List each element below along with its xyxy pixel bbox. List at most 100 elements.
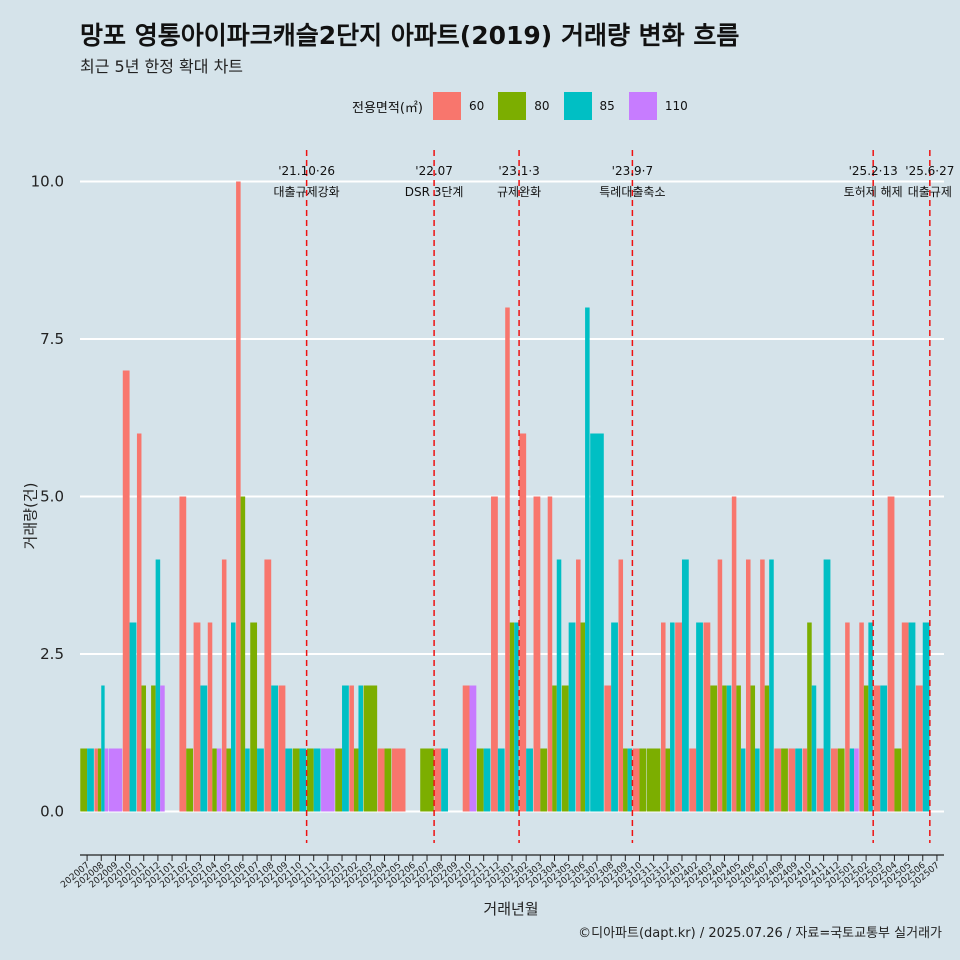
legend-key-110 <box>628 92 657 120</box>
bar-202302-85 <box>526 748 533 812</box>
legend-title: 전용면적(㎡) <box>352 100 423 116</box>
bar-202103-85 <box>200 685 208 812</box>
bar-202405-80 <box>736 685 741 812</box>
bar-202008-110 <box>104 748 109 812</box>
bar-202105-85 <box>230 622 236 812</box>
bar-202011-60 <box>136 433 142 812</box>
bar-202305-80 <box>561 685 569 812</box>
bar-202506-60 <box>915 685 923 812</box>
bar-202104-110 <box>216 748 222 812</box>
bar-202110-80 <box>292 748 300 812</box>
bar-202306-60 <box>576 559 581 812</box>
event-name-label: 규제완화 <box>497 185 541 199</box>
bar-202407-80 <box>764 685 770 812</box>
bar-202408-60 <box>774 748 782 812</box>
event-date-label: '25.2·13 <box>849 164 898 178</box>
bar-202104-80 <box>212 748 217 812</box>
bar-202504-80 <box>894 748 902 812</box>
bar-202408-80 <box>781 748 788 812</box>
bar-202108-85 <box>271 685 279 812</box>
bar-202409-60 <box>788 748 796 812</box>
bar-202106-85 <box>245 748 250 812</box>
legend-label-80: 80 <box>534 99 550 113</box>
bar-202407-60 <box>760 559 765 812</box>
event-date-label: '25.6·27 <box>905 164 954 178</box>
bar-202312-60 <box>661 622 666 812</box>
bar-202110-85 <box>299 748 307 812</box>
legend-item-60: 60 <box>432 92 484 120</box>
bar-202412-60 <box>830 748 838 812</box>
bar-202404-85 <box>726 685 732 812</box>
bar-202312-80 <box>665 748 671 812</box>
bar-202502-80 <box>863 685 869 812</box>
bar-202404-80 <box>722 685 727 812</box>
bar-202308-85 <box>611 622 618 812</box>
bar-202010-60 <box>122 370 130 812</box>
legend-label-110: 110 <box>664 99 688 113</box>
bar-202109-60 <box>278 685 286 812</box>
bar-202312-85 <box>670 622 675 812</box>
bar-202506-85 <box>922 622 930 812</box>
bar-202008-85 <box>101 685 105 812</box>
bar-202202-80 <box>353 748 359 812</box>
bar-202202-85 <box>358 685 363 812</box>
bar-202102-80 <box>186 748 194 812</box>
bar-202309-80 <box>623 748 628 812</box>
bar-202008-80 <box>97 748 102 812</box>
bar-202211-85 <box>483 748 491 812</box>
bar-202108-60 <box>264 559 272 812</box>
bar-202208-60 <box>434 748 442 812</box>
bar-202010-85 <box>129 622 137 812</box>
y-tick-label: 7.5 <box>40 330 64 348</box>
bar-202011-80 <box>141 685 147 812</box>
bar-202310-60 <box>632 748 640 812</box>
bar-202304-85 <box>556 559 562 812</box>
bar-202012-110 <box>160 685 165 812</box>
bar-202212-85 <box>497 748 505 812</box>
bar-202309-60 <box>618 559 624 812</box>
source-caption: ©디아파트(dapt.kr) / 2025.07.26 / 자료=국토교통부 실… <box>578 926 942 941</box>
bar-202501-60 <box>845 622 850 812</box>
event-name-label: 대출규제 <box>908 185 952 199</box>
bar-202410-80 <box>807 622 812 812</box>
bar-202406-80 <box>750 685 756 812</box>
bar-202504-60 <box>887 496 895 812</box>
bar-202202-60 <box>349 685 354 812</box>
y-tick-label: 2.5 <box>40 645 64 663</box>
bar-202201-80 <box>335 748 343 812</box>
bar-202212-60 <box>491 496 498 812</box>
bar-202407-85 <box>769 559 774 812</box>
bar-202301-85 <box>514 622 519 812</box>
bar-202503-60 <box>873 685 881 812</box>
chart-title: 망포 영통아이파크캐슬2단지 아파트(2019) 거래량 변화 흐름 <box>80 21 740 50</box>
legend-item-85: 85 <box>563 92 615 120</box>
bar-202406-85 <box>755 748 760 812</box>
event-name-label: DSR 3단계 <box>405 185 464 199</box>
bar-202107-80 <box>250 622 258 812</box>
bar-202404-60 <box>717 559 723 812</box>
event-date-label: '21.10·26 <box>278 164 335 178</box>
bar-202104-60 <box>207 622 213 812</box>
bar-202411-60 <box>816 748 824 812</box>
bar-202503-85 <box>880 685 888 812</box>
bar-202012-80 <box>151 685 156 812</box>
bar-202311-80 <box>646 748 661 812</box>
bar-202310-80 <box>639 748 647 812</box>
bar-202106-60 <box>236 181 241 812</box>
bar-202103-60 <box>193 622 201 812</box>
bar-202505-85 <box>908 622 916 812</box>
bar-202505-60 <box>901 622 909 812</box>
bar-202111-85 <box>313 748 321 812</box>
bar-202207-80 <box>420 748 434 812</box>
bar-202305-85 <box>568 622 576 812</box>
bar-202307-85 <box>590 433 604 812</box>
bar-202210-60 <box>462 685 470 812</box>
bar-202105-80 <box>226 748 231 812</box>
bar-202502-85 <box>868 622 873 812</box>
bar-202007-85 <box>87 748 94 812</box>
bar-202102-60 <box>179 496 187 812</box>
bar-202406-60 <box>745 559 751 812</box>
bar-202008-60 <box>94 748 98 812</box>
bar-202112-110 <box>321 748 335 812</box>
bar-202208-85 <box>441 748 448 812</box>
